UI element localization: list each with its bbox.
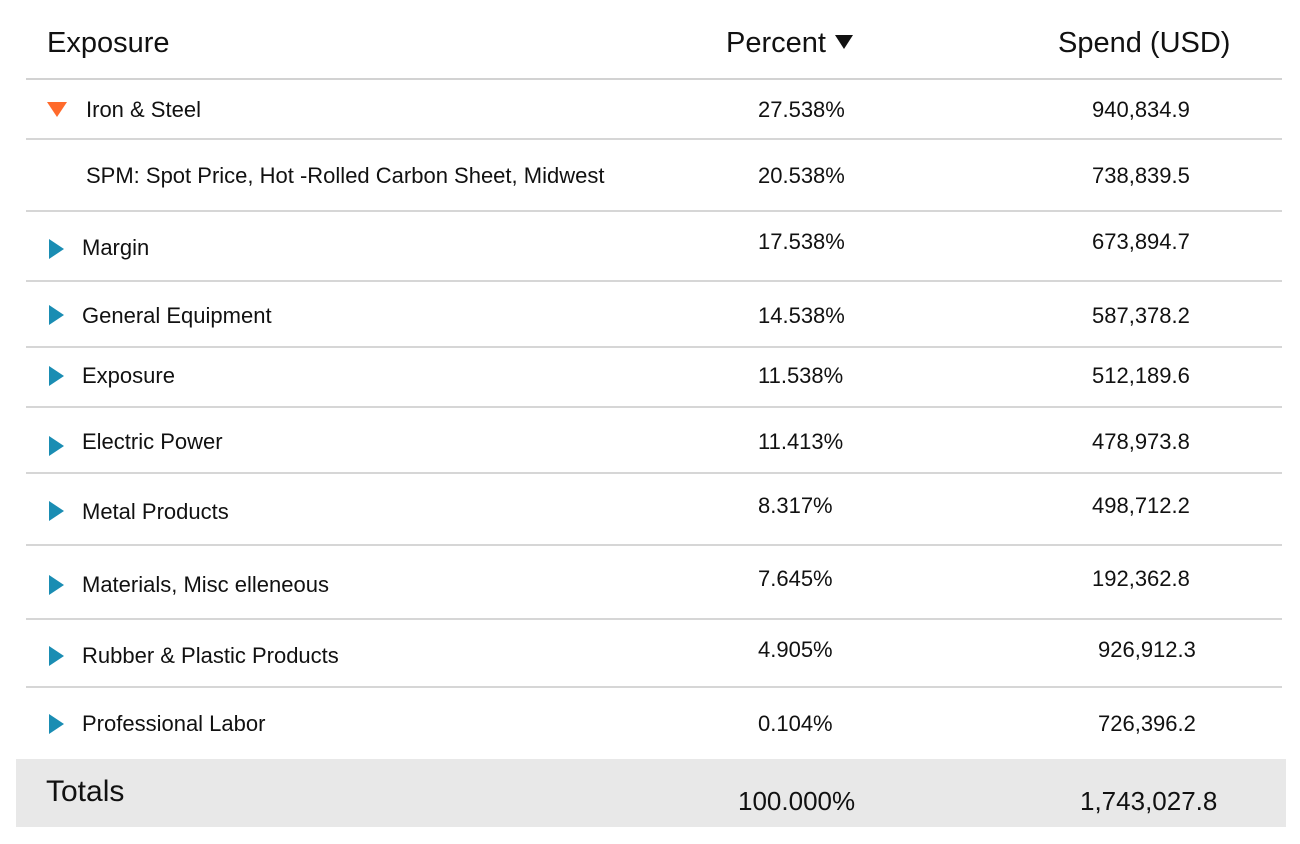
expand-triangle-icon[interactable] — [49, 366, 64, 386]
row-label: Margin — [82, 235, 150, 260]
row-percent: 4.905% — [758, 637, 833, 662]
row-percent: 20.538% — [758, 163, 845, 188]
row-spend: 940,834.9 — [1092, 97, 1190, 122]
table-row[interactable]: Electric Power 11.413% 478,973.8 — [26, 408, 1282, 474]
row-label: General Equipment — [82, 303, 272, 328]
row-spend: 587,378.2 — [1092, 303, 1190, 328]
row-label: SPM: Spot Price, Hot -Rolled Carbon Shee… — [86, 163, 605, 188]
row-spend: 498,712.2 — [1092, 493, 1190, 518]
row-percent: 0.104% — [758, 711, 833, 736]
row-spend: 512,189.6 — [1092, 363, 1190, 388]
column-header-percent-label: Percent — [726, 27, 826, 59]
totals-label: Totals — [46, 775, 125, 808]
row-label: Iron & Steel — [86, 97, 201, 122]
expand-triangle-icon[interactable] — [49, 714, 64, 734]
expand-triangle-icon[interactable] — [49, 239, 64, 259]
row-percent: 11.538% — [758, 363, 844, 388]
table-row[interactable]: Professional Labor 0.104% 726,396.2 — [26, 688, 1282, 756]
row-spend: 738,839.5 — [1092, 163, 1190, 188]
row-spend: 673,894.7 — [1092, 229, 1190, 254]
row-spend: 192,362.8 — [1092, 566, 1190, 591]
table-row[interactable]: Metal Products 8.317% 498,712.2 — [26, 474, 1282, 546]
row-label: Exposure — [82, 363, 175, 388]
table-row[interactable]: Margin 17.538% 673,894.7 — [26, 212, 1282, 282]
sort-down-icon[interactable] — [834, 35, 853, 49]
column-header-exposure[interactable]: Exposure — [47, 27, 170, 59]
table-row[interactable]: Exposure 11.538% 512,189.6 — [26, 348, 1282, 408]
row-spend: 726,396.2 — [1098, 711, 1196, 736]
expand-triangle-icon[interactable] — [49, 436, 64, 456]
expand-triangle-icon[interactable] — [49, 305, 64, 325]
row-percent: 17.538% — [758, 229, 845, 254]
table-row[interactable]: Iron & Steel 27.538% 940,834.9 — [26, 80, 1282, 140]
table-header: Exposure Percent Spend (USD) — [26, 0, 1282, 80]
row-spend: 926,912.3 — [1098, 637, 1196, 662]
totals-row: Totals 100.000% 1,743,027.8 — [16, 759, 1286, 827]
table-row[interactable]: Materials, Misc elleneous 7.645% 192,362… — [26, 546, 1282, 620]
row-label: Metal Products — [82, 499, 229, 524]
row-label: Electric Power — [82, 429, 223, 454]
expand-triangle-icon[interactable] — [49, 501, 64, 521]
table-row[interactable]: General Equipment 14.538% 587,378.2 — [26, 282, 1282, 348]
row-percent: 11.413% — [758, 429, 844, 454]
row-percent: 7.645% — [758, 566, 833, 591]
expand-triangle-icon[interactable] — [49, 646, 64, 666]
row-spend: 478,973.8 — [1092, 429, 1190, 454]
row-label: Rubber & Plastic Products — [82, 643, 339, 668]
row-label: Materials, Misc elleneous — [82, 572, 329, 597]
column-header-spend[interactable]: Spend (USD) — [1058, 27, 1231, 59]
table-row[interactable]: Rubber & Plastic Products 4.905% 926,912… — [26, 620, 1282, 688]
totals-percent: 100.000% — [738, 786, 856, 816]
expand-triangle-icon[interactable] — [49, 575, 64, 595]
row-label: Professional Labor — [82, 711, 266, 736]
totals-spend: 1,743,027.8 — [1080, 786, 1218, 816]
row-percent: 8.317% — [758, 493, 833, 518]
row-percent: 14.538% — [758, 303, 845, 328]
table-row-child[interactable]: SPM: Spot Price, Hot -Rolled Carbon Shee… — [26, 140, 1282, 212]
collapse-triangle-icon[interactable] — [47, 102, 67, 117]
column-header-percent[interactable]: Percent — [726, 26, 853, 60]
row-percent: 27.538% — [758, 97, 845, 122]
